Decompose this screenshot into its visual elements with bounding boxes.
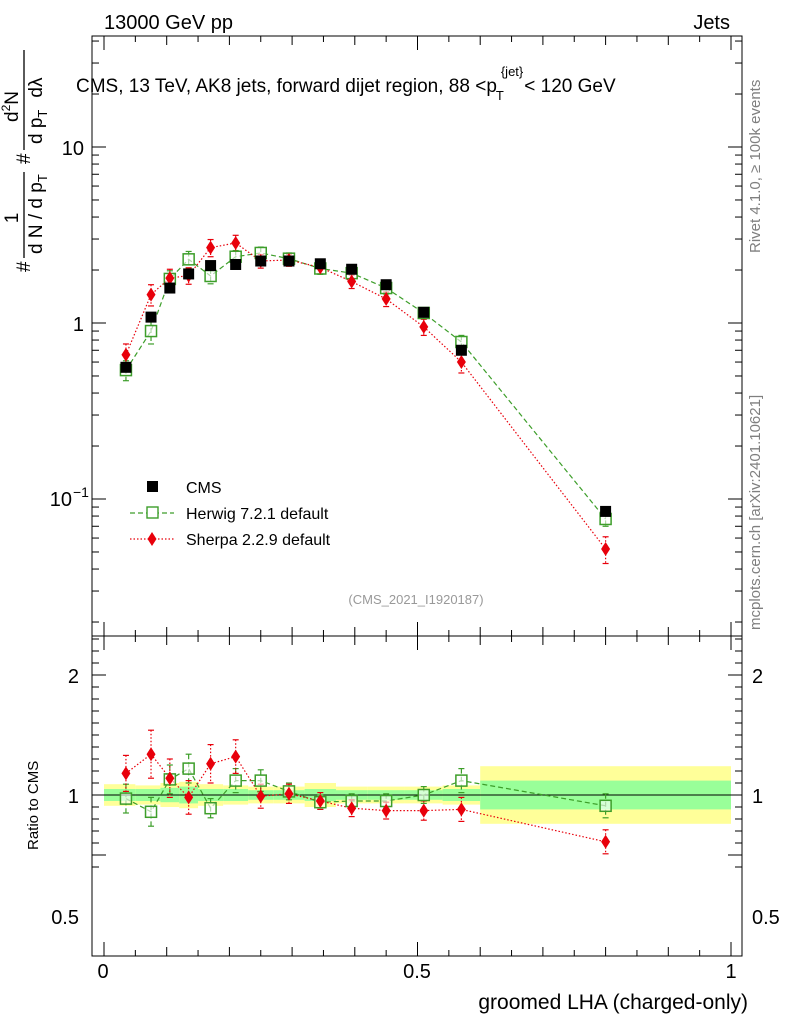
herwig-ratio-point bbox=[144, 805, 158, 819]
herwig-ratio-point bbox=[417, 788, 431, 802]
ratio-ytick-1-right: 1 bbox=[752, 786, 763, 808]
main-y-axis-label: # 1 d N / d pT # d2N d pTdλ bbox=[0, 50, 50, 272]
sherpa-main-point bbox=[347, 274, 357, 289]
sherpa-main-line bbox=[125, 242, 607, 550]
sherpa-main-point bbox=[146, 287, 156, 302]
ratio-ytick-1-left: 1 bbox=[68, 786, 79, 808]
main-ytick-10: 10 bbox=[62, 138, 84, 160]
sherpa-ratio-point bbox=[284, 786, 294, 801]
sherpa-main-point bbox=[165, 271, 175, 286]
herwig-main-point bbox=[204, 269, 217, 283]
cms-main-point bbox=[145, 311, 157, 323]
sherpa-main-point bbox=[206, 240, 216, 255]
x-axis-label: groomed LHA (charged-only) bbox=[478, 991, 748, 1014]
legend-sherpa-marker bbox=[147, 532, 157, 546]
sherpa-ratio-point bbox=[347, 801, 357, 816]
sherpa-ratio-point bbox=[165, 771, 175, 786]
ratio-y-axis-label: Ratio to CMS bbox=[25, 761, 42, 850]
herwig-ratio-point bbox=[599, 799, 612, 813]
legend-herwig-marker bbox=[146, 506, 159, 519]
ylabel-denominator-2: d pTdλ bbox=[26, 77, 50, 144]
sherpa-main-point bbox=[601, 541, 611, 556]
sherpa-main-point bbox=[419, 319, 429, 334]
herwig-ratio-line bbox=[125, 767, 606, 813]
ratio-ytick-2-right: 2 bbox=[752, 666, 763, 688]
sherpa-ratio-point bbox=[184, 790, 194, 805]
sherpa-ratio-point bbox=[601, 834, 611, 849]
data-markers bbox=[119, 235, 612, 849]
herwig-ratio-point bbox=[204, 801, 217, 815]
cms-main-point bbox=[346, 263, 358, 275]
cms-main-point bbox=[418, 306, 430, 318]
ylabel-hash-2: # bbox=[14, 153, 35, 164]
main-ytick-0.1: 10 bbox=[50, 489, 72, 511]
herwig-main-point bbox=[144, 324, 158, 338]
sherpa-ratio-point bbox=[419, 803, 429, 818]
herwig-ratio-point bbox=[229, 774, 242, 787]
sherpa-ratio-point bbox=[381, 803, 391, 818]
sherpa-main-point bbox=[231, 235, 241, 250]
sherpa-ratio-point bbox=[206, 756, 216, 771]
cms-main-point bbox=[205, 260, 217, 272]
ylabel-numerator-1: 1 bbox=[2, 213, 23, 224]
legend-sherpa-label: Sherpa 2.2.9 default bbox=[186, 532, 331, 549]
plot-title-suffix: < 120 GeV bbox=[524, 76, 616, 97]
sherpa-main-point bbox=[381, 291, 391, 306]
xtick-1: 1 bbox=[725, 961, 736, 983]
herwig-ratio-point bbox=[119, 792, 133, 805]
cms-main-point bbox=[120, 361, 132, 373]
main-ytick-1: 1 bbox=[73, 314, 84, 336]
legend: CMS Herwig 7.2.1 default Sherpa 2.2.9 de… bbox=[130, 480, 331, 549]
cms-main-point bbox=[600, 505, 612, 517]
sherpa-ratio-point bbox=[315, 794, 325, 808]
header-right: Jets bbox=[693, 12, 730, 34]
plot-title-sub: T bbox=[496, 88, 504, 103]
sherpa-ratio-point bbox=[121, 766, 131, 781]
plot-title: CMS, 13 TeV, AK8 jets, forward dijet reg… bbox=[76, 64, 616, 103]
main-ytick-0.1-exponent: −1 bbox=[73, 484, 89, 500]
cms-main-point bbox=[230, 258, 242, 270]
herwig-ratio-point bbox=[455, 774, 468, 787]
header-left: 13000 GeV pp bbox=[104, 12, 233, 34]
herwig-ratio-point bbox=[254, 774, 267, 787]
legend-cms-label: CMS bbox=[186, 480, 222, 497]
xtick-0: 0 bbox=[97, 961, 108, 983]
analysis-id: (CMS_2021_I1920187) bbox=[348, 592, 483, 607]
sherpa-ratio-point bbox=[231, 749, 241, 764]
ratio-ytick-0.5-left: 0.5 bbox=[51, 907, 79, 929]
ratio-ytick-2-left: 2 bbox=[68, 666, 79, 688]
cms-main-point bbox=[255, 255, 267, 267]
legend-cms-marker bbox=[147, 481, 158, 492]
sherpa-main-point bbox=[121, 347, 131, 362]
cms-main-point bbox=[183, 268, 195, 280]
cms-main-point bbox=[283, 255, 295, 267]
sherpa-ratio-point bbox=[256, 789, 266, 804]
cms-main-point bbox=[314, 258, 326, 270]
cms-main-point bbox=[455, 344, 467, 356]
sherpa-ratio-point bbox=[456, 802, 466, 817]
ratio-ytick-0.5-right: 0.5 bbox=[752, 907, 780, 929]
ylabel-numerator-2: d2N bbox=[0, 91, 23, 122]
sherpa-ratio-point bbox=[146, 747, 156, 762]
xtick-0.5: 0.5 bbox=[403, 961, 431, 983]
ylabel-hash-1: # bbox=[14, 261, 35, 272]
ylabel-denominator-1: d N / d pT bbox=[26, 174, 50, 254]
plot-title-sup: {jet} bbox=[501, 64, 524, 79]
rivet-version-label: Rivet 4.1.0, ≥ 100k events bbox=[747, 80, 764, 253]
plot-title-prefix: CMS, 13 TeV, AK8 jets, forward dijet reg… bbox=[76, 76, 497, 97]
mcplots-label: mcplots.cern.ch [arXiv:2401.10621] bbox=[747, 395, 764, 630]
cms-main-point bbox=[164, 282, 176, 294]
cms-main-point bbox=[380, 279, 392, 291]
herwig-ratio-point bbox=[182, 762, 195, 775]
axis-ticks bbox=[92, 36, 742, 956]
legend-herwig-label: Herwig 7.2.1 default bbox=[186, 506, 329, 523]
herwig-main-point bbox=[182, 253, 195, 266]
sherpa-main-point bbox=[456, 355, 466, 370]
